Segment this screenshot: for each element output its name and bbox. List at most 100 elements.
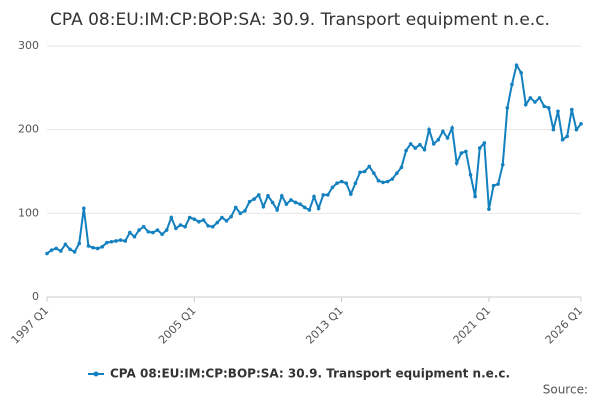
point bbox=[215, 220, 220, 225]
point bbox=[445, 136, 450, 140]
point bbox=[252, 197, 256, 201]
point bbox=[459, 151, 464, 155]
point bbox=[528, 96, 533, 100]
point bbox=[574, 127, 579, 132]
legend-marker bbox=[93, 371, 99, 377]
point bbox=[372, 171, 376, 175]
point bbox=[468, 173, 473, 177]
point bbox=[63, 242, 68, 247]
point bbox=[201, 218, 206, 222]
point bbox=[284, 202, 289, 206]
point bbox=[321, 193, 326, 197]
point bbox=[82, 206, 86, 211]
point bbox=[367, 164, 372, 169]
point bbox=[565, 134, 569, 139]
point bbox=[579, 122, 583, 126]
point bbox=[427, 127, 431, 132]
point bbox=[408, 142, 413, 146]
chart-title: CPA 08:EU:IM:CP:BOP:SA: 30.9. Transport … bbox=[50, 10, 550, 30]
point bbox=[510, 82, 514, 87]
point bbox=[307, 208, 312, 212]
point bbox=[243, 209, 247, 213]
y-tick-label: 0 bbox=[32, 290, 39, 303]
point bbox=[118, 238, 123, 242]
point bbox=[109, 239, 114, 244]
point bbox=[155, 228, 160, 232]
y-tick-label: 100 bbox=[18, 206, 39, 219]
point bbox=[381, 180, 385, 185]
point bbox=[385, 179, 390, 184]
point bbox=[95, 246, 100, 251]
point bbox=[482, 141, 487, 145]
point bbox=[49, 248, 54, 252]
point bbox=[418, 142, 422, 147]
point bbox=[220, 215, 224, 220]
point bbox=[353, 181, 358, 186]
point bbox=[187, 215, 192, 220]
point bbox=[224, 219, 229, 223]
point bbox=[164, 228, 169, 232]
point bbox=[275, 208, 279, 212]
point bbox=[395, 171, 399, 175]
point bbox=[293, 200, 298, 205]
point bbox=[390, 177, 395, 181]
point bbox=[422, 147, 427, 152]
x-tick-label: 1997 Q1 bbox=[9, 304, 52, 347]
point bbox=[132, 234, 137, 239]
y-tick-label: 200 bbox=[18, 123, 39, 136]
point bbox=[141, 224, 146, 229]
point bbox=[464, 149, 468, 154]
source: Source: bbox=[543, 383, 588, 397]
point bbox=[72, 250, 77, 254]
point bbox=[473, 194, 477, 199]
point bbox=[551, 127, 556, 132]
point bbox=[344, 181, 349, 186]
point bbox=[569, 107, 574, 112]
x-tick-label: 2005 Q1 bbox=[156, 304, 199, 347]
x-tick-label: 2013 Q1 bbox=[303, 304, 346, 347]
point bbox=[45, 251, 49, 256]
point bbox=[59, 249, 63, 253]
point bbox=[105, 240, 109, 245]
point bbox=[436, 137, 441, 142]
point bbox=[197, 219, 201, 224]
point bbox=[335, 181, 339, 186]
point bbox=[206, 224, 210, 228]
point bbox=[556, 109, 560, 114]
point bbox=[500, 163, 505, 167]
point bbox=[312, 194, 316, 199]
point bbox=[519, 70, 523, 75]
point bbox=[399, 165, 404, 170]
point bbox=[91, 245, 95, 250]
point bbox=[413, 146, 418, 150]
point bbox=[339, 179, 344, 184]
point bbox=[238, 211, 243, 216]
point bbox=[533, 100, 537, 104]
point bbox=[376, 178, 381, 183]
point bbox=[123, 239, 128, 243]
point bbox=[137, 228, 141, 232]
point bbox=[68, 247, 72, 252]
point bbox=[537, 96, 542, 100]
point bbox=[546, 106, 551, 110]
point bbox=[431, 142, 436, 146]
point bbox=[487, 207, 491, 211]
point bbox=[450, 126, 454, 130]
point bbox=[496, 182, 500, 186]
point bbox=[77, 241, 82, 246]
point bbox=[178, 223, 183, 227]
point bbox=[266, 193, 270, 198]
point bbox=[256, 193, 261, 197]
point bbox=[298, 202, 302, 206]
point bbox=[349, 192, 353, 196]
point bbox=[542, 104, 546, 109]
point bbox=[404, 148, 408, 153]
point bbox=[326, 193, 330, 197]
point bbox=[330, 185, 335, 190]
point bbox=[454, 161, 459, 165]
point bbox=[146, 229, 151, 234]
point bbox=[86, 244, 91, 248]
x-tick-label: 2021 Q1 bbox=[451, 304, 494, 347]
point bbox=[362, 169, 367, 174]
